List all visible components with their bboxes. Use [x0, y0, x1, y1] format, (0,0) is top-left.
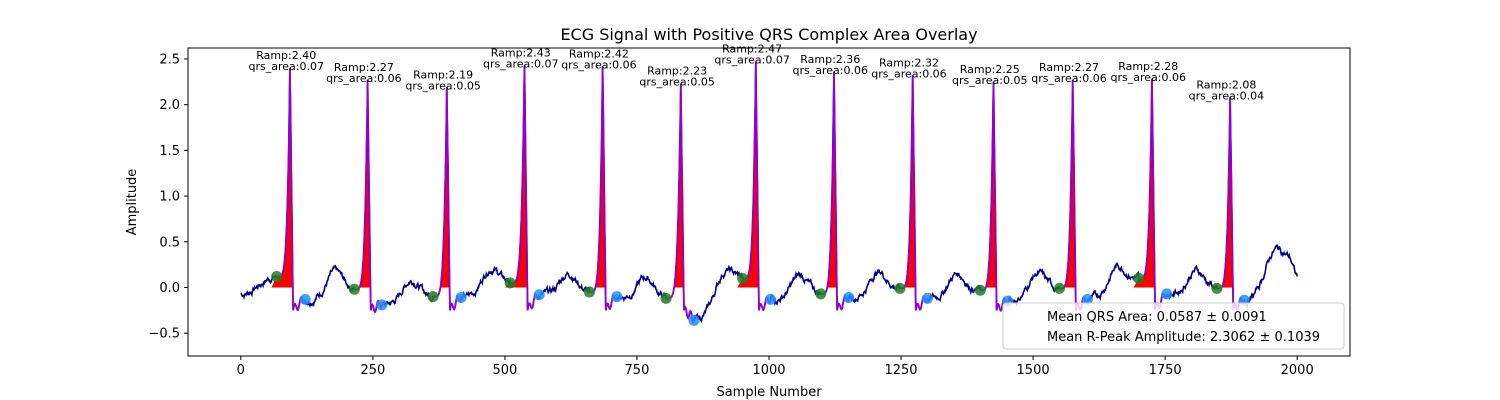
y-axis-title: Amplitude [125, 169, 140, 236]
annotation-qrs-area: qrs_area:0.05 [952, 74, 1027, 87]
annotation-qrs-area: qrs_area:0.07 [714, 54, 789, 67]
legend-entry-mean-r-peak-amplitude: Mean R-Peak Amplitude: 2.3062 ± 0.1039 [1047, 330, 1320, 345]
qrs-offset-marker [376, 299, 388, 311]
annotation-ramp: Ramp:2.28 [1118, 60, 1178, 73]
qrs-onset-marker [737, 272, 749, 284]
qrs-onset-marker [348, 283, 360, 295]
annotation-qrs-area: qrs_area:0.06 [793, 64, 868, 77]
annotation-ramp: Ramp:2.27 [334, 61, 394, 74]
x-axis: 0 250 500 750 1000 1250 1500 1750 2000 [237, 356, 1314, 378]
qrs-offset-marker [1161, 288, 1173, 300]
annotation-ramp: Ramp:2.19 [413, 68, 473, 81]
x-tick-label: 750 [625, 363, 650, 378]
qrs-onset-marker [894, 282, 906, 294]
x-axis-title: Sample Number [716, 385, 822, 400]
qrs-onset-marker [974, 284, 986, 296]
qrs-offset-marker [688, 314, 700, 326]
y-axis: −0.5 0.0 0.5 1.0 1.5 2.0 2.5 [148, 52, 188, 342]
qrs-offset-marker [921, 292, 933, 304]
annotation-ramp: Ramp:2.27 [1039, 61, 1099, 74]
annotation-ramp: Ramp:2.32 [879, 56, 939, 69]
qrs-offset-marker [1081, 293, 1093, 305]
annotation-qrs-area: qrs_area:0.04 [1189, 89, 1264, 102]
x-tick-label: 1250 [884, 363, 917, 378]
qrs-offset-marker [299, 293, 311, 305]
annotation-ramp: Ramp:2.47 [722, 43, 782, 56]
annotation-qrs-area: qrs_area:0.06 [326, 72, 401, 85]
x-tick-label: 1000 [752, 363, 785, 378]
qrs-offset-marker [455, 292, 467, 304]
plot-area [240, 61, 1298, 326]
qrs-offset-marker [765, 293, 777, 305]
qrs-offset-marker [533, 289, 545, 301]
y-tick-label: 2.0 [159, 98, 180, 113]
qrs-offset-marker [611, 291, 623, 303]
qrs-onset-marker [1211, 282, 1223, 294]
annotation-qrs-area: qrs_area:0.06 [561, 58, 636, 71]
legend: Mean QRS Area: 0.0587 ± 0.0091 Mean R-Pe… [1002, 302, 1345, 350]
annotation-qrs-area: qrs_area:0.06 [871, 67, 946, 80]
annotation-ramp: Ramp:2.08 [1196, 78, 1256, 91]
annotation-ramp: Ramp:2.40 [256, 49, 316, 62]
annotation-qrs-area: qrs_area:0.05 [639, 76, 714, 89]
x-tick-label: 500 [492, 363, 517, 378]
qrs-onset-marker [815, 288, 827, 300]
qrs-area-fill [271, 68, 293, 288]
annotation-qrs-area: qrs_area:0.06 [1111, 71, 1186, 84]
annotation-qrs-area: qrs_area:0.07 [249, 60, 324, 73]
x-tick-label: 250 [360, 363, 385, 378]
qrs-offset-marker [843, 292, 855, 304]
x-tick-label: 0 [237, 363, 245, 378]
y-tick-label: 0.0 [159, 281, 180, 296]
y-tick-label: 0.5 [159, 235, 180, 250]
annotation-ramp: Ramp:2.25 [960, 63, 1020, 76]
annotation-ramp: Ramp:2.42 [569, 47, 629, 60]
qrs-onset-marker [1054, 282, 1065, 294]
y-tick-label: 2.5 [159, 52, 180, 67]
qrs-onset-marker [1133, 272, 1145, 284]
qrs-onset-marker [271, 270, 283, 282]
annotation-ramp: Ramp:2.36 [800, 53, 860, 66]
chart-title: ECG Signal with Positive QRS Complex Are… [560, 25, 977, 44]
annotation-ramp: Ramp:2.23 [647, 65, 707, 78]
x-tick-label: 1500 [1017, 363, 1050, 378]
annotation-ramp: Ramp:2.43 [491, 46, 551, 59]
legend-box [1002, 302, 1345, 350]
y-tick-label: −0.5 [148, 327, 180, 342]
x-tick-label: 1750 [1149, 363, 1182, 378]
y-tick-label: 1.0 [159, 190, 180, 205]
qrs-onset-marker [660, 292, 672, 304]
y-tick-label: 1.5 [159, 144, 180, 159]
annotation-qrs-area: qrs_area:0.05 [405, 79, 480, 92]
annotation-qrs-area: qrs_area:0.07 [483, 57, 558, 70]
qrs-onset-marker [504, 277, 516, 289]
qrs-onset-marker [583, 286, 595, 298]
qrs-onset-marker [427, 291, 439, 303]
annotation-qrs-area: qrs_area:0.06 [1031, 72, 1106, 85]
legend-entry-mean-qrs-area: Mean QRS Area: 0.0587 ± 0.0091 [1047, 310, 1267, 325]
x-tick-label: 2000 [1281, 363, 1314, 378]
